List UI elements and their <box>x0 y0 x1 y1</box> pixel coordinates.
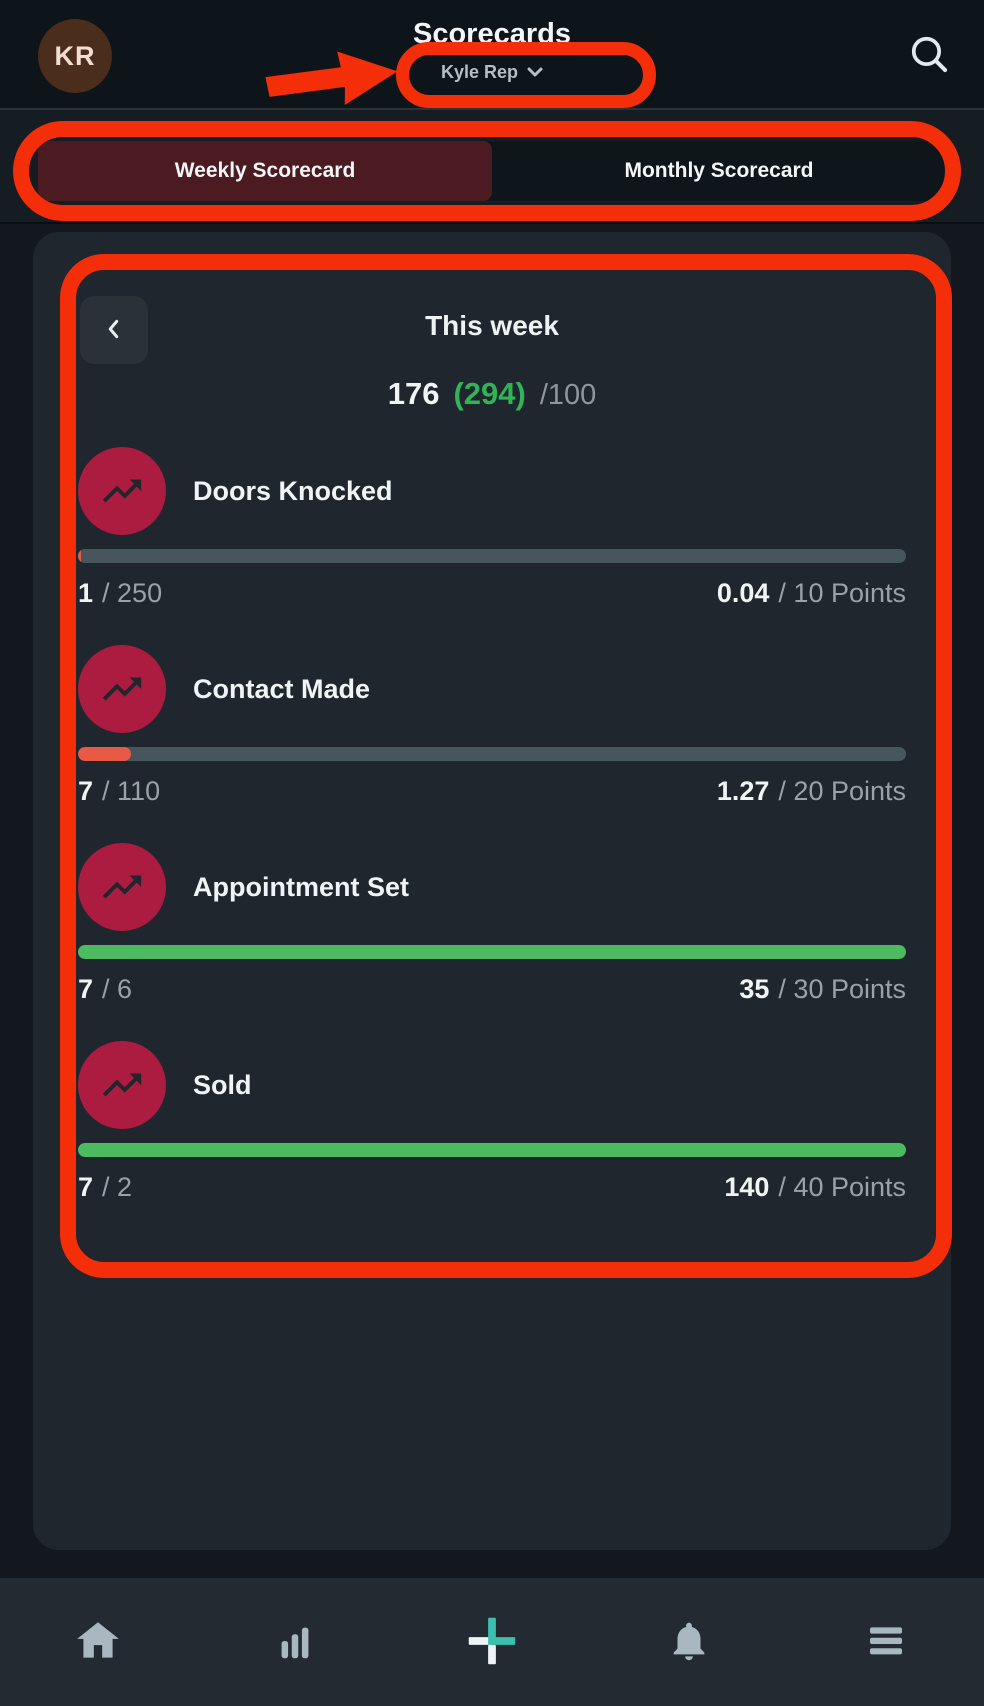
score-potential: (294) <box>453 376 526 411</box>
metric-header: Appointment Set <box>78 843 906 931</box>
metric-count: 7/ 110 <box>78 776 161 806</box>
metric-label: Appointment Set <box>193 871 409 902</box>
progress-fill <box>78 1143 906 1157</box>
progress-bar <box>78 747 906 761</box>
metric-header: Contact Made <box>78 645 906 733</box>
chevron-left-icon <box>101 316 127 345</box>
metric-count: 1/ 250 <box>78 578 163 608</box>
nav-add-button[interactable] <box>447 1597 537 1687</box>
metric-label: Contact Made <box>193 673 371 704</box>
search-icon <box>907 32 951 79</box>
previous-week-button[interactable] <box>80 296 148 364</box>
user-selector[interactable]: Kyle Rep <box>0 62 984 83</box>
metric-row-sold[interactable]: Sold 7/ 2 140/ 40 Points <box>78 1041 906 1203</box>
nav-menu-button[interactable] <box>841 1597 931 1687</box>
metric-header: Doors Knocked <box>78 447 906 535</box>
progress-bar <box>78 1143 906 1157</box>
metric-header: Sold <box>78 1041 906 1129</box>
progress-bar <box>78 945 906 959</box>
page-title: Scorecards <box>413 18 571 50</box>
score-denominator: /100 <box>539 379 597 411</box>
metric-stats: 7/ 110 1.27/ 20 Points <box>78 776 906 807</box>
weekly-scorecard-card: This week 176 (294) /100 Doors Knocked 1… <box>33 232 951 1550</box>
metric-count: 7/ 6 <box>78 974 133 1004</box>
metric-count: 7/ 2 <box>78 1172 133 1202</box>
period-title: This week <box>425 310 559 341</box>
menu-icon <box>862 1617 910 1668</box>
scorecard-tabs-section: Weekly Scorecard Monthly Scorecard <box>0 110 984 224</box>
metric-label: Sold <box>193 1069 252 1100</box>
trending-up-icon <box>78 1041 166 1129</box>
trending-up-icon <box>78 447 166 535</box>
chevron-down-icon <box>527 62 543 83</box>
metric-stats: 7/ 6 35/ 30 Points <box>78 974 906 1005</box>
nav-stats-button[interactable] <box>250 1597 340 1687</box>
avatar[interactable]: KR <box>38 19 112 93</box>
add-icon <box>461 1610 523 1675</box>
metric-label: Doors Knocked <box>193 475 393 506</box>
score-current: 176 <box>387 376 440 411</box>
progress-fill <box>78 549 82 563</box>
progress-fill <box>78 945 906 959</box>
top-bar: KR Scorecards Kyle Rep <box>0 0 984 110</box>
metric-row-doors-knocked[interactable]: Doors Knocked 1/ 250 0.04/ 10 Points <box>78 447 906 609</box>
progress-bar <box>78 549 906 563</box>
trending-up-icon <box>78 645 166 733</box>
metric-points: 140/ 40 Points <box>724 1172 906 1202</box>
metric-stats: 1/ 250 0.04/ 10 Points <box>78 578 906 609</box>
user-selector-label: Kyle Rep <box>440 62 519 82</box>
metric-row-contact-made[interactable]: Contact Made 7/ 110 1.27/ 20 Points <box>78 645 906 807</box>
metric-points: 1.27/ 20 Points <box>716 776 906 806</box>
nav-notifications-button[interactable] <box>644 1597 734 1687</box>
metric-stats: 7/ 2 140/ 40 Points <box>78 1172 906 1203</box>
scorecard-tab-control: Weekly Scorecard Monthly Scorecard <box>38 141 946 201</box>
home-icon <box>73 1616 123 1669</box>
bell-icon <box>666 1618 712 1667</box>
score-summary: 176 (294) /100 <box>33 376 951 412</box>
bar-chart-icon <box>272 1618 318 1667</box>
tab-weekly-scorecard[interactable]: Weekly Scorecard <box>38 141 492 201</box>
trending-up-icon <box>78 843 166 931</box>
metric-row-appointment-set[interactable]: Appointment Set 7/ 6 35/ 30 Points <box>78 843 906 1005</box>
progress-fill <box>78 747 131 761</box>
metric-points: 35/ 30 Points <box>739 974 906 1004</box>
nav-home-button[interactable] <box>53 1597 143 1687</box>
search-button[interactable] <box>904 30 954 80</box>
metric-points: 0.04/ 10 Points <box>716 578 906 608</box>
tab-monthly-scorecard[interactable]: Monthly Scorecard <box>492 141 946 201</box>
bottom-nav <box>0 1578 984 1706</box>
